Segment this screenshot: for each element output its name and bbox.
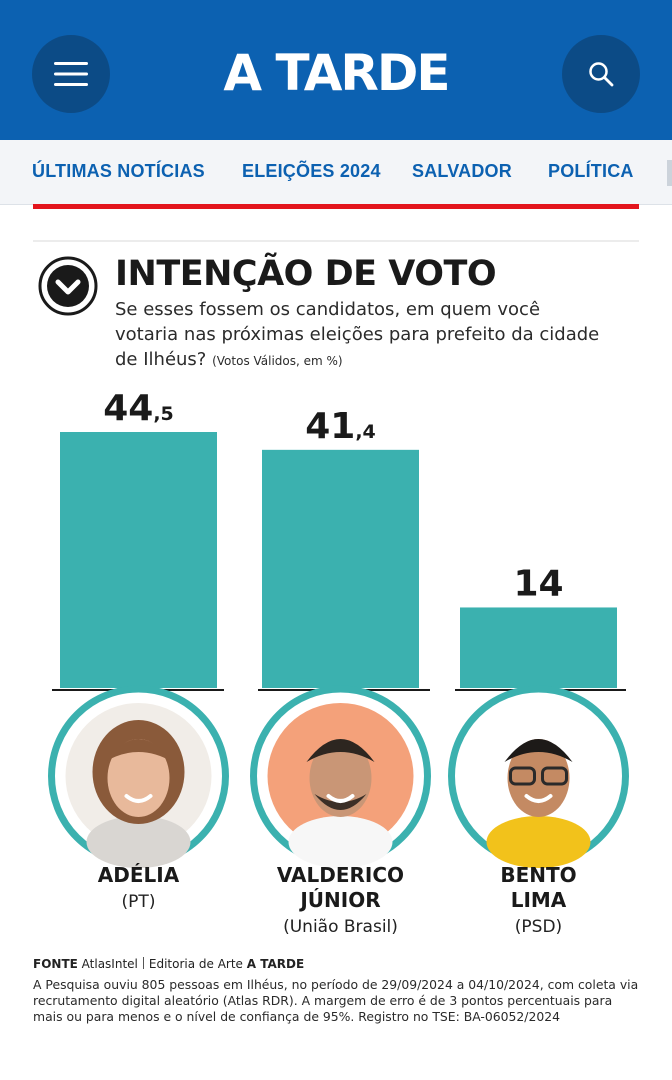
candidate-name-line: JÚNIOR xyxy=(300,888,381,912)
value-label-1: 44,5 xyxy=(103,388,174,429)
menu-button[interactable] xyxy=(32,35,110,113)
candidate-name-line: ADÉLIA xyxy=(97,863,180,887)
nav-item-salvador[interactable]: SALVADOR xyxy=(412,161,512,181)
portrait-hair-2 xyxy=(306,739,375,762)
candidate-party-1: (PT) xyxy=(121,892,156,912)
portrait-smile-1 xyxy=(124,794,153,803)
chart-title: INTENÇÃO DE VOTO xyxy=(115,254,497,294)
search-icon xyxy=(589,62,614,87)
portrait-face-2 xyxy=(309,739,372,817)
site-header: A TARDE xyxy=(0,0,672,140)
chevron-down-circle-icon xyxy=(38,256,98,316)
portrait-glasses-left-3 xyxy=(509,766,536,786)
candidate-name-line: LIMA xyxy=(510,888,567,912)
portrait-hair-1 xyxy=(104,739,173,762)
source-label: FONTE xyxy=(33,957,78,971)
bar-3 xyxy=(460,607,617,688)
portrait-shoulders-2 xyxy=(288,816,393,868)
bar-1 xyxy=(60,432,217,688)
credit-prefix: Editoria de Arte xyxy=(148,957,243,971)
candidate-party-3: (PSD) xyxy=(514,917,563,937)
portrait-glasses-right-3 xyxy=(541,766,568,786)
portrait-hair-3 xyxy=(504,739,573,762)
credit-brand: A TARDE xyxy=(246,957,305,971)
source-separator xyxy=(142,957,144,969)
vote-intention-chart: 44,5 41,4 14 xyxy=(48,388,629,868)
source-value: AtlasIntel xyxy=(81,957,138,971)
source-line: FONTE AtlasIntel Editoria de Arte A TARDE xyxy=(33,955,639,973)
accent-divider xyxy=(33,204,639,209)
candidate-party-2: (União Brasil) xyxy=(283,917,398,937)
portrait-smile-3 xyxy=(524,794,553,803)
hamburger-menu-icon xyxy=(54,62,88,86)
portrait-shoulders-1 xyxy=(86,816,191,868)
nav-item-politica[interactable]: POLÍTICA xyxy=(548,161,634,181)
chart-units-note: (Votos Válidos, em %) xyxy=(212,354,343,368)
source-box: FONTE AtlasIntel Editoria de Arte A TARDE… xyxy=(33,955,639,1025)
candidate-name-2: VALDERICO JÚNIOR xyxy=(241,863,441,913)
nav-item-eleicoes-2024[interactable]: ELEIÇÕES 2024 xyxy=(242,161,381,181)
search-button[interactable] xyxy=(562,35,640,113)
portrait-smile-2 xyxy=(326,794,355,803)
nav-item-ultimas-noticias[interactable]: ÚLTIMAS NOTÍCIAS xyxy=(32,161,205,181)
value-label-2: 41,4 xyxy=(305,406,376,447)
candidate-name-3: BENTO LIMA xyxy=(439,863,639,913)
chart-subtitle: Se esses fossem os candidatos, em quem v… xyxy=(115,297,605,374)
value-label-3: 14 xyxy=(513,563,563,604)
section-nav: ÚLTIMAS NOTÍCIAS ELEIÇÕES 2024 SALVADOR … xyxy=(0,140,672,205)
portrait-shoulders-3 xyxy=(486,816,591,868)
candidate-name-line: BENTO xyxy=(500,863,577,887)
methodology-text: A Pesquisa ouviu 805 pessoas em Ilhéus, … xyxy=(33,977,639,1024)
portrait-face-1 xyxy=(107,739,170,817)
candidate-name-1: ADÉLIA xyxy=(39,863,239,888)
chart-question-text: Se esses fossem os candidatos, em quem v… xyxy=(115,299,600,370)
bar-2 xyxy=(262,449,419,688)
site-logo[interactable]: A TARDE xyxy=(223,44,450,102)
card-top-rule xyxy=(33,240,639,242)
portrait-face-3 xyxy=(507,739,570,817)
candidate-name-line: VALDERICO xyxy=(276,863,405,887)
nav-scroll-edge xyxy=(667,160,672,186)
